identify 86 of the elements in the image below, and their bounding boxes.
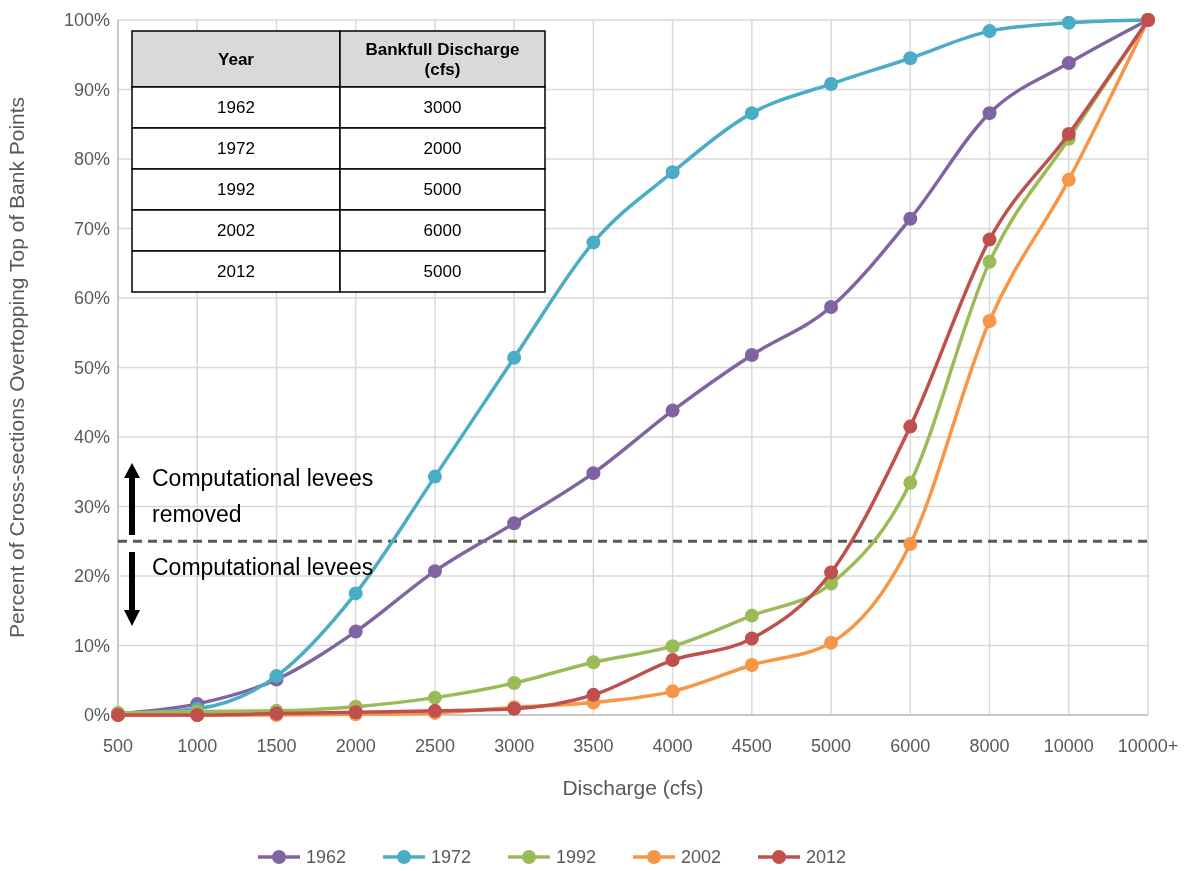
point (348, 586, 363, 601)
legend-label: 2002 (681, 847, 722, 868)
point (1061, 56, 1076, 71)
x-tick-label: 10000 (1043, 736, 1094, 756)
point (1061, 126, 1076, 141)
x-tick-label: 6000 (890, 736, 931, 756)
y-tick-label: 60% (73, 288, 110, 309)
y-tick-label: 80% (73, 149, 110, 170)
y-tick-label: 20% (73, 566, 110, 587)
point (744, 347, 759, 362)
point (586, 655, 601, 670)
point (427, 469, 442, 484)
x-tick-label: 5000 (811, 736, 852, 756)
x-tick-label: 2500 (414, 736, 455, 756)
point (903, 211, 918, 226)
point (586, 687, 601, 702)
x-tick-label: 3000 (494, 736, 535, 756)
point (824, 565, 839, 580)
point (348, 624, 363, 639)
point (982, 254, 997, 269)
point (744, 106, 759, 121)
y-tick-label: 30% (73, 496, 110, 517)
annotation: 1972 (217, 139, 255, 159)
x-tick-label: 4500 (731, 736, 772, 756)
annotation: 5000 (423, 262, 462, 282)
x-tick-label: 1500 (256, 736, 297, 756)
x-tick-label: 4000 (652, 736, 693, 756)
annotation: 2012 (217, 262, 255, 282)
point (665, 403, 680, 418)
point (1061, 15, 1076, 30)
x-tick-label: 8000 (969, 736, 1010, 756)
annotation: 1962 (217, 98, 255, 118)
legend-label: 1972 (431, 847, 472, 868)
point (903, 51, 918, 66)
annotation: 3000 (423, 98, 462, 118)
annotation: 2002 (217, 221, 255, 241)
annotation: Bankfull Discharge (cfs) (365, 39, 520, 79)
legend-label: 1992 (556, 847, 597, 868)
point (507, 676, 522, 691)
x-axis-title: Discharge (cfs) (562, 776, 704, 799)
x-tick-label: 500 (102, 736, 134, 756)
point (982, 24, 997, 39)
annotation: 5000 (423, 180, 462, 200)
x-tick-label: 3500 (573, 736, 614, 756)
y-tick-label: 90% (73, 79, 110, 100)
point (982, 106, 997, 121)
point (665, 653, 680, 668)
point (744, 657, 759, 672)
y-tick-label: 40% (73, 427, 110, 448)
point (744, 608, 759, 623)
point (427, 690, 442, 705)
point (903, 475, 918, 490)
point (824, 300, 839, 315)
annotation: 2000 (423, 139, 462, 159)
point (744, 631, 759, 646)
legend-label: 2012 (806, 847, 847, 868)
point (665, 639, 680, 654)
y-tick-label: 70% (73, 218, 110, 239)
point (507, 516, 522, 531)
point (982, 232, 997, 247)
point (586, 235, 601, 250)
annotation: Computational levees (152, 554, 374, 581)
x-tick-label: 1000 (177, 736, 218, 756)
y-tick-label: 50% (73, 357, 110, 378)
legend-label: 1962 (306, 847, 347, 868)
annotation: Computational levees removed (152, 465, 374, 528)
point (903, 419, 918, 434)
point (665, 684, 680, 699)
point (507, 350, 522, 365)
annotation: 1992 (217, 180, 255, 200)
point (824, 635, 839, 650)
point (982, 313, 997, 328)
point (665, 165, 680, 180)
y-tick-label: 0% (83, 705, 110, 726)
x-tick-label: 2000 (335, 736, 376, 756)
y-tick-label: 100% (63, 10, 110, 31)
point (903, 537, 918, 552)
y-tick-label: 10% (73, 635, 110, 656)
point (427, 564, 442, 579)
point (586, 466, 601, 481)
annotation: 6000 (423, 221, 462, 241)
point (824, 76, 839, 91)
annotation: Year (218, 49, 255, 69)
x-tick-label: 10000+ (1117, 736, 1179, 756)
point (1061, 172, 1076, 187)
y-axis-title: Percent of Cross-sections Overtopping Top of Bank Points (5, 96, 28, 639)
